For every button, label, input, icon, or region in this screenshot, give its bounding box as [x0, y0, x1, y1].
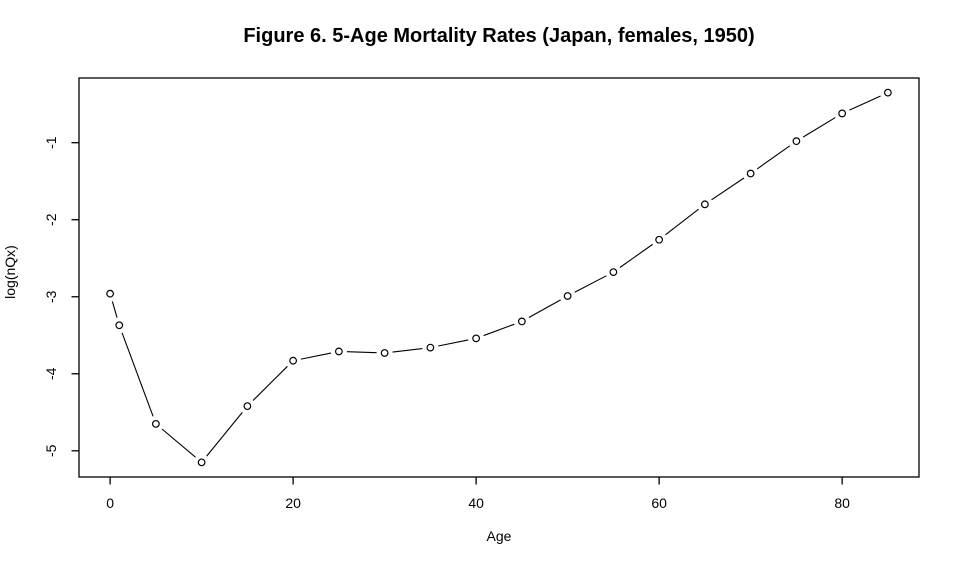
series-line-segment: [665, 208, 699, 236]
data-point: [883, 88, 892, 97]
data-point: [243, 402, 252, 411]
x-tick-label: 40: [468, 495, 484, 511]
y-tick-label: -2: [43, 213, 59, 226]
data-point: [115, 321, 124, 330]
series-line-segment: [161, 428, 196, 458]
data-point: [426, 343, 435, 352]
data-point: [197, 458, 206, 467]
data-point: [289, 356, 298, 365]
x-tick-label: 20: [285, 495, 301, 511]
data-point: [106, 289, 115, 298]
series-line-segment: [483, 323, 515, 337]
series-line-segment: [252, 365, 288, 401]
chart-title: Figure 6. 5-Age Mortality Rates (Japan, …: [243, 25, 755, 47]
x-axis-title: Age: [486, 528, 512, 544]
data-point: [334, 347, 343, 356]
series-line-segment: [206, 411, 243, 457]
series-line-segment: [346, 351, 377, 354]
data-point: [655, 235, 664, 244]
x-tick-label: 0: [106, 495, 114, 511]
series-line-segment: [300, 352, 332, 360]
y-tick-label: -1: [43, 136, 59, 149]
y-axis-title: log(nQx): [2, 245, 18, 299]
series-line-segment: [528, 299, 561, 319]
series-line-segment: [711, 177, 745, 201]
series-line-segment: [574, 275, 607, 293]
y-tick-label: -5: [43, 444, 59, 457]
series-line-segment: [756, 145, 791, 170]
x-tick-label: 60: [651, 495, 667, 511]
data-point: [151, 419, 160, 428]
data-point: [517, 317, 526, 326]
data-point: [792, 137, 801, 146]
series-line-segment: [392, 347, 423, 353]
data-point: [838, 109, 847, 118]
data-point: [472, 334, 481, 343]
series-line-segment: [802, 117, 836, 138]
data-point: [380, 349, 389, 357]
data-point: [563, 292, 572, 300]
data-point: [746, 169, 755, 178]
plot-box: [78, 77, 920, 478]
series-line-segment: [438, 339, 469, 347]
series-line-segment: [849, 95, 881, 111]
x-tick-label: 80: [834, 495, 850, 511]
y-tick-label: -4: [43, 367, 59, 380]
series-line-segment: [121, 332, 154, 417]
series-line-segment: [619, 243, 653, 268]
y-tick-label: -3: [43, 290, 59, 303]
data-point: [700, 200, 709, 209]
data-point: [609, 268, 618, 277]
series-line-segment: [111, 301, 118, 318]
